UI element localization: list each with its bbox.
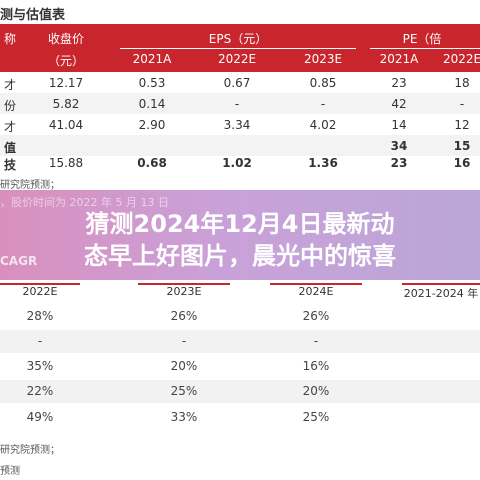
header-2024: 2024E	[298, 285, 334, 298]
header-bar	[138, 283, 230, 285]
header-eps-2021: 2021A	[132, 52, 172, 66]
header-eps-2023: 2023E	[303, 52, 343, 66]
table-row: - - -	[0, 330, 480, 353]
table-title: 测与估值表	[0, 8, 66, 23]
header-2023: 2023E	[166, 285, 202, 298]
table-row-highlight: 技 15.88 0.68 1.02 1.36 23 16	[3, 156, 471, 172]
table-row: 49% 33% 25%	[26, 410, 330, 424]
header-2022: 2022E	[22, 285, 58, 298]
header-pe-divider	[370, 48, 480, 49]
header-pe-2022: 2022E	[442, 52, 480, 66]
table-row: 才 12.17 0.53 0.67 0.85 23 18	[3, 76, 470, 92]
top-valuation-table: 测与估值表 称 收盘价 （元） EPS（元） 2021A 2022E 2023E…	[0, 0, 480, 191]
header-bar	[270, 283, 362, 285]
header-price: 收盘价	[47, 32, 84, 46]
title-overlay: ，股价时间为 2022 年 5 月 13 日 猜测2024年12月4日最新动 态…	[0, 190, 480, 280]
footnote: 研究院预测；	[0, 180, 60, 191]
bottom-footnote: 研究院预测；	[0, 445, 60, 456]
table-row: 28% 26% 26%	[26, 309, 330, 323]
header-bar	[0, 283, 80, 285]
table-row-average: 值 34 15	[0, 135, 480, 156]
overlay-title-line2: 态早上好图片，晨光中的惊喜	[84, 242, 396, 270]
table-row: 22% 25% 20%	[0, 380, 480, 403]
header-pe: PE（倍	[402, 32, 442, 46]
header-eps-2022: 2022E	[217, 52, 257, 66]
header-name: 称	[3, 32, 16, 46]
header-pe-2021: 2021A	[379, 52, 419, 66]
overlay-title: 猜测2024年12月4日最新动 态早上好图片，晨光中的惊喜	[0, 208, 480, 272]
table-row: 份 5.82 0.14 - - 42 -	[0, 93, 480, 114]
overlay-title-line1: 猜测2024年12月4日最新动	[85, 210, 395, 238]
header-eps-divider	[120, 48, 356, 49]
table-header: 称 收盘价 （元） EPS（元） 2021A 2022E 2023E PE（倍 …	[0, 24, 480, 72]
table-row: 35% 20% 16%	[26, 359, 330, 373]
table-row: 才 41.04 2.90 3.34 4.02 14 12	[3, 118, 470, 134]
overlay-faint-note: ，股价时间为 2022 年 5 月 13 日	[0, 196, 169, 209]
header-bar	[402, 283, 480, 285]
header-price-unit: （元）	[47, 54, 84, 68]
cagr-label: CAGR	[0, 254, 38, 268]
header-eps: EPS（元）	[208, 32, 268, 46]
header-cagr-range: 2021-2024 年	[403, 287, 479, 300]
bottom-footnote: 预测	[0, 466, 20, 477]
bottom-table-header: 2022E 2023E 2024E 2021-2024 年	[0, 283, 480, 301]
